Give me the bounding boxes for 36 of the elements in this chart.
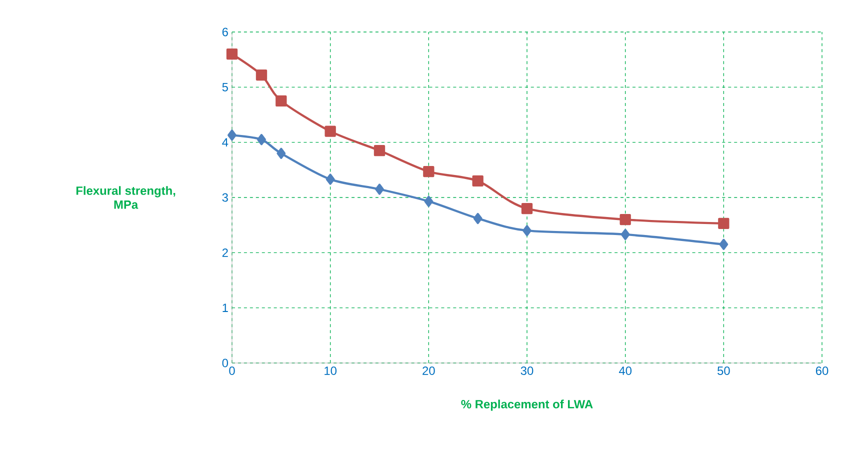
point [718,218,730,230]
point [473,212,482,224]
point [374,145,386,156]
point [375,184,384,195]
y-tick-label: 5 [222,83,228,92]
y-tick-label: 2 [222,248,228,257]
point [423,166,434,178]
y-tick-label: 4 [222,138,228,146]
x-tick-label: 10 [324,366,337,375]
x-tick-label: 40 [618,366,632,375]
point [472,175,484,187]
x-axis-title: % Replacement of LWA [461,400,593,411]
point [326,174,335,185]
y-tick-label: 0 [222,358,228,368]
x-tick-label: 30 [520,366,534,375]
x-tick-label: 0 [229,366,235,375]
point [226,48,238,60]
point [620,214,631,226]
point [276,95,287,107]
y-tick-label: 6 [222,28,228,36]
point [620,228,630,240]
point [228,130,236,141]
point [256,69,268,81]
x-tick-label: 50 [718,366,730,375]
y-axis-title: Flexural strength, MPa [76,186,176,209]
point [324,126,336,137]
point [719,238,728,250]
x-tick-label: 60 [816,366,828,375]
y-tick-label: 1 [222,304,228,312]
point [522,225,532,236]
x-tick-label: 20 [422,366,435,375]
point [424,196,434,207]
y-tick-label: 3 [222,193,228,202]
point [276,148,286,159]
point [257,134,266,146]
point [521,202,533,214]
